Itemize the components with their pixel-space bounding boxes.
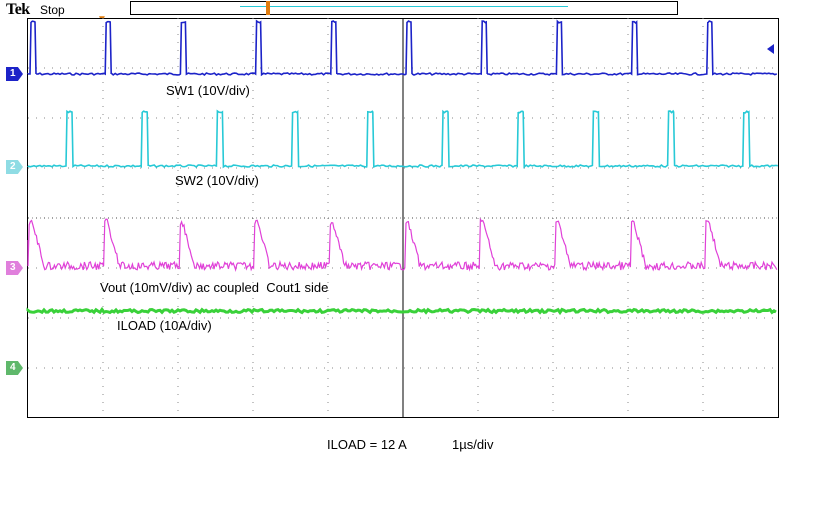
acquisition-status: Stop: [40, 3, 65, 17]
channel-2-marker[interactable]: 2: [6, 160, 23, 174]
tek-brand-logo: Tek: [6, 1, 30, 18]
channel-3-marker[interactable]: 3: [6, 261, 23, 275]
record-window-indicator: [240, 6, 568, 7]
sw2-trace: [27, 109, 778, 169]
load-current-caption: ILOAD = 12 A: [327, 437, 407, 452]
sw2-label: SW2 (10V/div): [175, 173, 259, 188]
ch1-offscreen-arrow-icon: [767, 44, 774, 54]
channel-4-marker[interactable]: 4: [6, 361, 23, 375]
iload-label: ILOAD (10A/div): [117, 318, 212, 333]
iload-trace: [26, 306, 777, 316]
sw1-trace: [27, 19, 778, 77]
channel-1-marker[interactable]: 1: [6, 67, 23, 81]
vout-label: Vout (10mV/div) ac coupled Cout1 side: [100, 280, 329, 295]
trigger-position-marker[interactable]: [266, 1, 270, 15]
vout-trace: [27, 217, 778, 273]
sw1-label: SW1 (10V/div): [166, 83, 250, 98]
timebase-caption: 1µs/div: [452, 437, 494, 452]
